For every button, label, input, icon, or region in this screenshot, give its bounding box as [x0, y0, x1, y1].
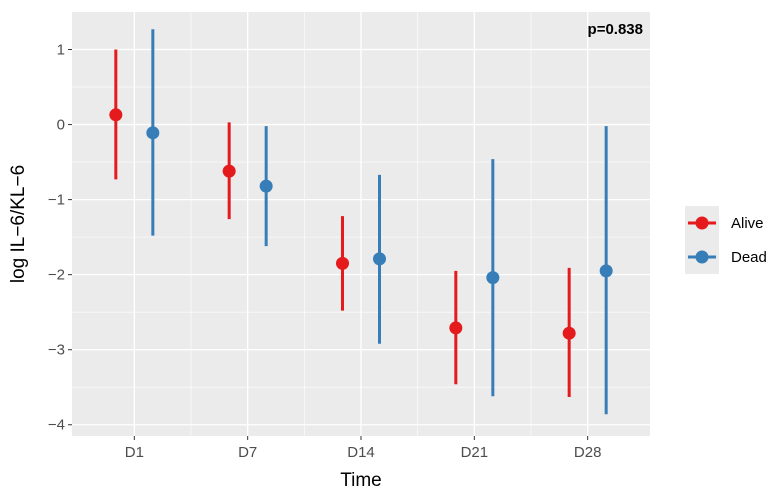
data-marks — [109, 29, 613, 415]
y-axis-ticks: −4 −3 −2 −1 0 1 — [48, 42, 72, 434]
legend: Alive Dead — [685, 206, 767, 274]
legend-key-point — [695, 250, 709, 264]
y-tick-label: −4 — [48, 417, 65, 434]
legend-key-point — [695, 216, 709, 230]
y-axis-title: log IL−6/KL−6 — [8, 165, 29, 283]
legend-label: Alive — [731, 215, 764, 232]
data-point — [109, 108, 123, 122]
y-tick-label: 0 — [57, 117, 65, 134]
y-tick-label: −1 — [48, 192, 65, 209]
y-tick-label: −2 — [48, 267, 65, 284]
x-axis-title: Time — [340, 470, 382, 487]
y-tick-label: −3 — [48, 342, 65, 359]
major-gridlines — [72, 12, 650, 436]
x-tick-label: D1 — [125, 444, 144, 461]
data-point — [259, 179, 273, 193]
p-value-annotation: p=0.838 — [588, 21, 643, 38]
data-point — [562, 326, 576, 340]
data-point — [599, 264, 613, 278]
x-tick-label: D28 — [574, 444, 602, 461]
x-axis-ticks: D1 D7 D14 D21 D28 — [125, 436, 602, 461]
y-tick-label: 1 — [57, 42, 65, 59]
data-point — [336, 256, 349, 270]
legend-label: Dead — [731, 249, 767, 266]
data-point — [486, 271, 500, 285]
data-point — [449, 321, 463, 335]
x-tick-label: D7 — [238, 444, 257, 461]
x-tick-label: D14 — [347, 444, 375, 461]
data-point — [146, 126, 160, 140]
data-point — [373, 252, 386, 266]
data-point — [222, 164, 236, 178]
x-tick-label: D21 — [461, 444, 489, 461]
